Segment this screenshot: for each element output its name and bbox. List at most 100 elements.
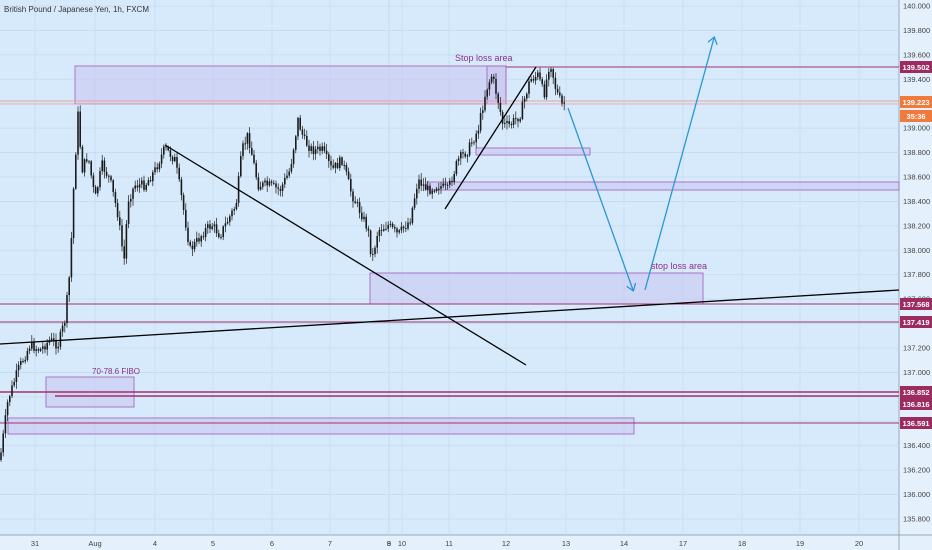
candle-body [61, 325, 64, 332]
candle-body [462, 152, 464, 154]
candle-body [253, 154, 255, 164]
candle-body [347, 171, 350, 180]
candle-body [66, 295, 68, 324]
candle-body [119, 217, 121, 226]
candle-body [356, 202, 359, 204]
chart-title: British Pound / Japanese Yen, 1h, FXCM [4, 5, 149, 14]
price-tag-bg [900, 61, 932, 73]
price-tag: 136.591 [902, 419, 929, 428]
x-tick-label: 17 [679, 539, 687, 548]
candle-body [449, 180, 451, 185]
candle-body [125, 223, 128, 259]
candle-body [372, 253, 374, 255]
candle-body [367, 228, 370, 231]
candle-body [455, 161, 458, 175]
candle-body [9, 396, 11, 403]
countdown-tag-bg [900, 110, 932, 122]
zone-box [369, 272, 704, 305]
candle-body [273, 182, 275, 184]
x-tick-label: 4 [153, 539, 157, 548]
y-tick-label: 139.000 [903, 124, 930, 133]
candle-body [543, 84, 546, 98]
candle-body [336, 162, 339, 169]
y-tick-label: 139.600 [903, 50, 930, 59]
candle-body [211, 226, 213, 229]
candle-body [488, 82, 491, 90]
current-price-tag-bg [900, 96, 932, 108]
candle-body [402, 226, 405, 229]
candle-body [209, 224, 211, 229]
candle-body [112, 180, 114, 193]
candle-body [88, 161, 90, 163]
zone-box [475, 147, 591, 156]
candles [0, 67, 565, 462]
candle-body [152, 172, 154, 182]
price-tag: 137.568 [902, 300, 929, 309]
candle-body [15, 370, 18, 383]
current-price-tag: 139.223 [902, 98, 929, 107]
candle-body [361, 212, 363, 220]
candle-body [554, 77, 557, 89]
candle-body [92, 175, 95, 188]
candle-body [42, 346, 44, 349]
candle-body [202, 236, 205, 238]
candle-body [220, 237, 222, 239]
candle-body [193, 242, 196, 250]
x-tick-label: 11 [445, 539, 453, 548]
candle-body [541, 79, 543, 85]
candle-body [213, 224, 216, 227]
candle-body [319, 146, 321, 151]
candle-body [94, 187, 97, 194]
candle-body [108, 175, 110, 177]
candle-body [400, 226, 403, 231]
candle-body [314, 149, 317, 155]
candle-body [515, 118, 517, 120]
candle-body [523, 98, 526, 102]
x-tick-label: 5 [211, 539, 215, 548]
price-tag-bg [900, 417, 932, 429]
candle-body [284, 177, 286, 185]
x-tick-label: 7 [328, 539, 332, 548]
candle-body [548, 71, 550, 80]
candle-body [312, 146, 315, 155]
price-tags: 139.502 137.568 137.419 136.852 136.816 136.5… [900, 61, 932, 429]
candle-body [365, 216, 367, 229]
candle-body [101, 160, 103, 172]
candle-body [325, 150, 328, 155]
candle-body [24, 359, 26, 362]
candle-body [306, 135, 308, 146]
candle-body [358, 202, 361, 213]
x-tick-labels: 31 Aug 4 5 6 7 89 10 11 12 13 14 17 18 19 20 [31, 539, 863, 548]
candle-body [46, 342, 48, 350]
candle-body [369, 230, 372, 254]
y-tick-label: 140.000 [903, 2, 930, 11]
candle-body [539, 72, 541, 80]
y-tick-label: 137.000 [903, 368, 930, 377]
y-tick-label: 135.800 [903, 515, 930, 524]
candle-body [389, 223, 392, 225]
candle-body [154, 167, 156, 173]
candle-body [504, 122, 506, 124]
candle-body [136, 185, 139, 188]
candle-body [35, 349, 37, 351]
price-tag-bg [900, 298, 932, 310]
candle-body [385, 228, 387, 230]
candle-body [471, 142, 473, 144]
y-tick-label: 136.200 [903, 466, 930, 475]
candle-body [233, 209, 235, 211]
candle-body [196, 238, 198, 243]
candle-body [57, 346, 59, 349]
short-trendline [444, 66, 537, 210]
candle-body [28, 348, 31, 351]
candle-body [116, 203, 119, 218]
x-tick-label: 18 [738, 539, 746, 548]
candle-body [266, 180, 268, 186]
candle-body [189, 241, 191, 246]
candle-body [303, 134, 306, 136]
candle-body [176, 156, 178, 168]
candle-body [528, 81, 530, 94]
candle-body [482, 110, 484, 113]
x-tick-label: 10 [398, 539, 406, 548]
candle-body [559, 92, 561, 96]
